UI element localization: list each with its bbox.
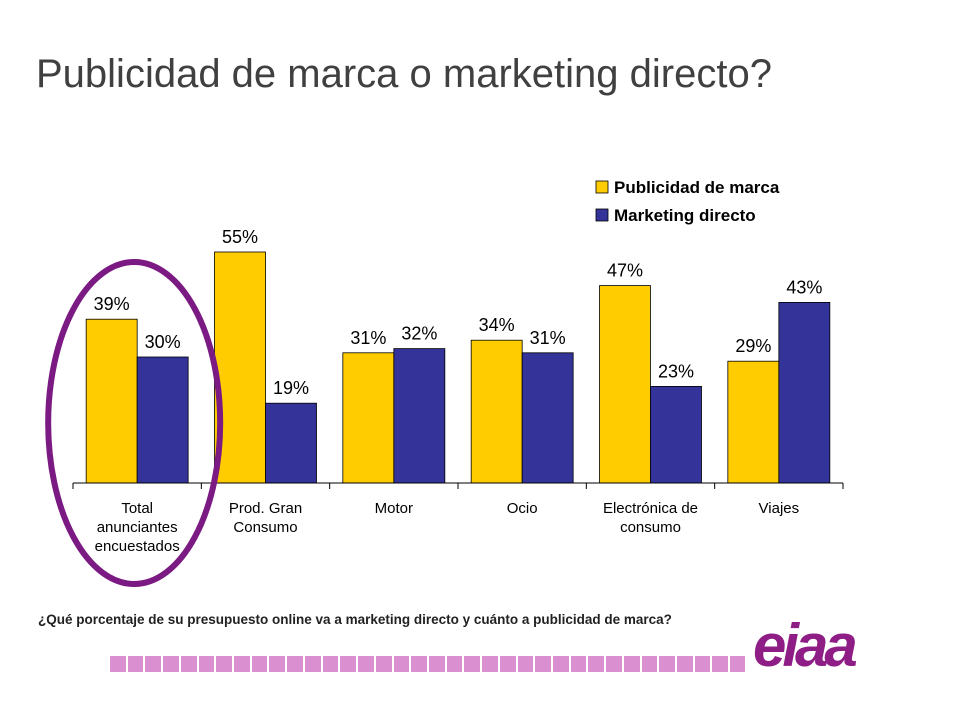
bar-chart: 39% 30% Total anunciantes encuestados 55% 19% P… — [45, 178, 844, 587]
strip-segment — [127, 656, 144, 672]
legend-swatch — [595, 208, 609, 222]
legend-label: Marketing directo — [614, 206, 756, 225]
logo-background — [745, 600, 895, 690]
decorative-strip — [110, 656, 746, 672]
category-label: Ocio — [507, 500, 538, 517]
category-label: consumo — [620, 519, 681, 536]
strip-segment — [375, 656, 392, 672]
strip-segment — [677, 656, 693, 672]
category-label: Viajes — [759, 500, 800, 517]
logo-text: eiaa — [753, 612, 856, 679]
eiaa-logo: eiaa — [745, 600, 895, 690]
strip-segment — [411, 656, 427, 672]
bar-publicidad-1 — [214, 251, 266, 484]
strip-segment — [659, 656, 675, 672]
bar-publicidad-0 — [85, 318, 138, 484]
data-label: 31% — [350, 328, 386, 348]
strip-segment — [517, 656, 534, 672]
category-label: Electrónica de — [603, 500, 698, 517]
strip-segment — [234, 656, 250, 672]
bar-publicidad-4 — [599, 285, 651, 484]
strip-segment — [623, 656, 640, 672]
strip-segment — [588, 656, 605, 672]
category-label: encuestados — [95, 538, 180, 555]
strip-segment — [428, 656, 445, 672]
category-label: Motor — [375, 500, 413, 517]
data-label: 30% — [145, 332, 181, 352]
data-label: 23% — [658, 361, 694, 381]
data-label: 55% — [222, 227, 258, 247]
category-label: Consumo — [233, 519, 297, 536]
strip-segment — [287, 656, 303, 672]
strip-segment — [730, 656, 746, 672]
category-label: anunciantes — [97, 519, 178, 536]
strip-segment — [499, 656, 516, 672]
strip-segment — [110, 656, 126, 672]
bar-publicidad-2 — [342, 352, 395, 484]
strip-segment — [304, 656, 321, 672]
strip-segment — [606, 656, 622, 672]
strip-segment — [216, 656, 233, 672]
category-label: Prod. Gran — [229, 500, 302, 517]
highlight-layer — [45, 259, 224, 587]
strip-segment — [393, 656, 410, 672]
strip-segment — [322, 656, 339, 672]
labels-layer: 39% 30% Total anunciantes encuestados 55% 19% P… — [94, 227, 823, 555]
strip-segment — [482, 656, 498, 672]
strip-segment — [535, 656, 551, 672]
bar-publicidad-3 — [470, 339, 523, 484]
data-label: 39% — [94, 294, 130, 314]
data-label: 34% — [479, 315, 515, 335]
data-label: 19% — [273, 378, 309, 398]
legend-label: Publicidad de marca — [614, 178, 780, 197]
strip-segment — [340, 656, 357, 672]
strip-segment — [358, 656, 374, 672]
highlight-ellipse — [45, 259, 224, 587]
strip-segment — [641, 656, 658, 672]
category-label: Total — [121, 500, 153, 517]
strip-segment — [570, 656, 587, 672]
strip-segment — [446, 656, 463, 672]
bar-marketing-2 — [393, 348, 446, 484]
strip-segment — [163, 656, 179, 672]
bar-marketing-1 — [265, 402, 317, 484]
data-label: 47% — [607, 261, 643, 281]
strip-segment — [145, 656, 162, 672]
bar-publicidad-5 — [727, 360, 780, 484]
strip-segment — [694, 656, 711, 672]
data-label: 32% — [401, 324, 437, 344]
strip-segment — [464, 656, 481, 672]
data-label: 43% — [786, 277, 822, 297]
strip-segment — [198, 656, 215, 672]
bars-layer — [85, 251, 831, 484]
data-label: 31% — [530, 328, 566, 348]
strip-segment — [712, 656, 729, 672]
bar-marketing-4 — [650, 385, 702, 484]
strip-segment — [552, 656, 569, 672]
survey-question: ¿Qué porcentaje de su presupuesto online… — [38, 612, 672, 627]
bar-marketing-5 — [778, 301, 831, 484]
page-title: Publicidad de marca o marketing directo? — [36, 52, 772, 96]
legend-swatch — [595, 180, 609, 194]
axis-layer — [72, 482, 844, 489]
bar-marketing-3 — [521, 352, 574, 484]
strip-segment — [269, 656, 286, 672]
strip-segment — [251, 656, 268, 672]
legend: Publicidad de marca Marketing directo — [595, 178, 780, 225]
data-label: 29% — [735, 336, 771, 356]
bar-marketing-0 — [136, 356, 189, 484]
strip-segment — [180, 656, 197, 672]
